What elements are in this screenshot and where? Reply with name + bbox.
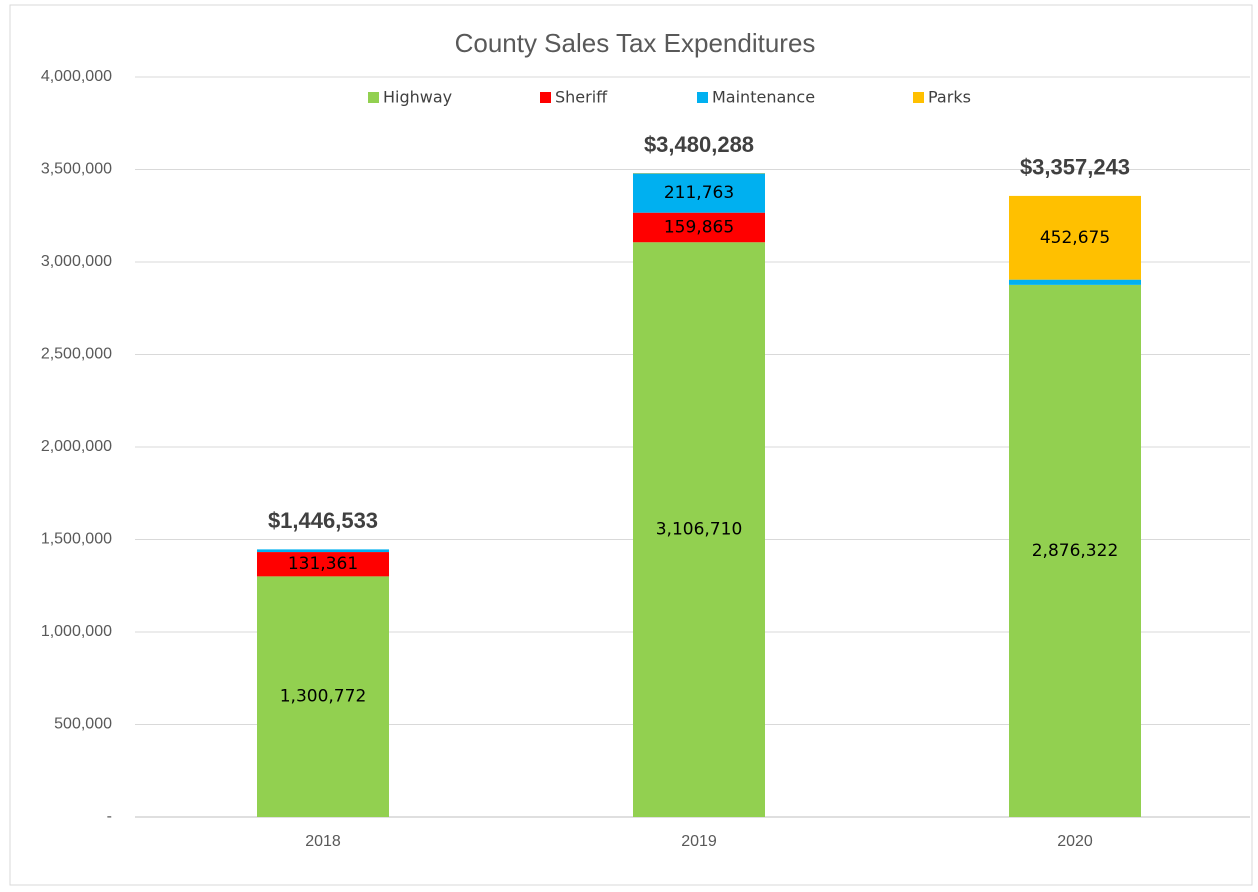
segment-label: 2,876,322	[1032, 541, 1119, 561]
legend-label: Maintenance	[712, 88, 815, 107]
segment-label: 159,865	[664, 217, 734, 237]
segment-label: 3,106,710	[656, 520, 743, 540]
bar-segment	[633, 212, 765, 243]
bar-segment	[1009, 284, 1141, 817]
legend-label: Sheriff	[555, 88, 608, 107]
x-tick-label: 2018	[305, 833, 341, 850]
segment-label: 452,675	[1040, 228, 1110, 248]
legend-swatch	[368, 92, 379, 103]
legend-label: Highway	[383, 88, 452, 107]
y-tick-label: 1,000,000	[41, 623, 112, 640]
bar-segment	[257, 576, 389, 817]
bar-segment	[257, 549, 389, 553]
y-tick-label: 2,500,000	[41, 346, 112, 363]
y-tick-label: 4,000,000	[41, 68, 112, 85]
segment-label: 1,300,772	[280, 687, 367, 707]
y-tick-label: 3,500,000	[41, 161, 112, 178]
segment-label: 131,361	[288, 554, 358, 574]
segment-label: 211,763	[664, 183, 734, 203]
legend-swatch	[697, 92, 708, 103]
x-tick-label: 2019	[681, 833, 717, 850]
x-tick-label: 2020	[1057, 833, 1093, 850]
chart-title: County Sales Tax Expenditures	[455, 28, 816, 58]
y-tick-label: 3,000,000	[41, 253, 112, 270]
bar-segment	[633, 173, 765, 213]
total-label: $3,480,288	[644, 132, 754, 157]
legend-label: Parks	[928, 88, 971, 107]
bar-segment	[257, 552, 389, 577]
y-tick-label: 1,500,000	[41, 531, 112, 548]
total-label: $1,446,533	[268, 508, 378, 533]
bar-segment	[633, 242, 765, 817]
bar-segment	[1009, 279, 1141, 285]
legend-swatch	[913, 92, 924, 103]
y-tick-label: 500,000	[54, 716, 112, 733]
y-tick-label: 2,000,000	[41, 438, 112, 455]
y-tick-label: -	[107, 808, 112, 825]
bar-segment	[1009, 195, 1141, 280]
total-label: $3,357,243	[1020, 155, 1130, 180]
legend-swatch	[540, 92, 551, 103]
